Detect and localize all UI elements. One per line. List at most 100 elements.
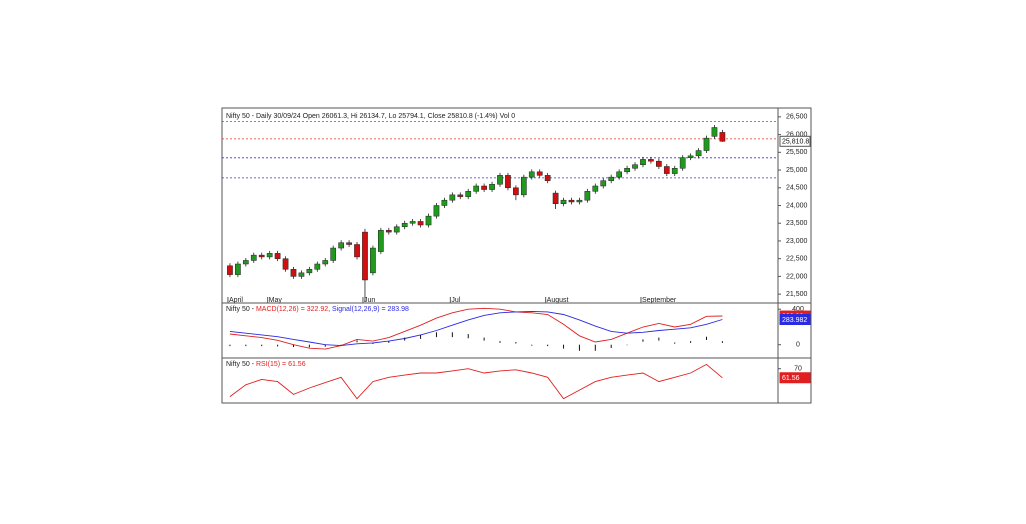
histogram-bar — [388, 341, 390, 343]
candle-body — [465, 191, 472, 197]
histogram-bar — [261, 344, 263, 347]
candle-body — [632, 164, 638, 169]
candle-body — [298, 272, 305, 277]
y-tick-label: 22,500 — [786, 256, 808, 263]
candle-body — [266, 253, 273, 258]
panel-title: Nifty 50 - RSI(15) = 61.56 — [226, 361, 306, 368]
candle — [505, 172, 511, 191]
candle — [513, 185, 519, 201]
x-tick-label: Jun — [364, 297, 375, 304]
candle — [235, 261, 241, 278]
candle — [592, 183, 599, 194]
x-tick-label: August — [547, 297, 569, 304]
candle — [362, 228, 368, 302]
candle — [473, 183, 480, 194]
candle — [687, 153, 694, 161]
candle — [322, 257, 329, 267]
candle-body — [362, 231, 368, 281]
candle — [679, 155, 686, 171]
candle — [441, 197, 448, 208]
candle — [608, 174, 615, 184]
candle-body — [393, 226, 400, 233]
candle — [616, 169, 622, 180]
candle-body — [385, 230, 392, 233]
candle-body — [274, 253, 281, 259]
candle-body — [235, 263, 241, 275]
candle — [298, 270, 305, 279]
y-tick-label: 70 — [794, 366, 802, 373]
legend-entry: Signal(12,26,9) = 283.98 — [332, 306, 409, 313]
candle — [274, 250, 281, 262]
candle — [536, 169, 543, 178]
candle-body — [576, 199, 583, 203]
candle-body — [528, 171, 535, 178]
y-tick-label: 24,500 — [786, 185, 808, 192]
candle-body — [711, 127, 718, 137]
candle-body — [481, 185, 487, 190]
candle-body — [695, 150, 702, 157]
value-marker-box — [779, 135, 811, 147]
histogram-bar — [356, 340, 358, 343]
histogram-bar — [435, 332, 437, 338]
candle-body — [608, 176, 615, 181]
candle-body — [401, 222, 408, 228]
value-marker-label: 283.982 — [782, 317, 807, 324]
candle — [711, 125, 718, 139]
candle-body — [513, 187, 519, 196]
histogram-bar — [578, 344, 580, 351]
candle-body — [656, 160, 662, 167]
x-tick-label: Jul — [451, 297, 460, 304]
candle — [632, 162, 638, 171]
candle-body — [258, 254, 265, 258]
chart-frame — [221, 107, 812, 404]
candle — [417, 218, 424, 228]
candle — [568, 197, 575, 205]
histogram-bar — [563, 344, 565, 349]
y-tick-label: 25,000 — [786, 167, 808, 174]
histogram-bar — [531, 344, 533, 346]
value-marker-box — [779, 314, 811, 326]
candle-body — [703, 137, 710, 151]
candle — [624, 165, 630, 175]
candle-body — [640, 159, 646, 165]
histogram-bar — [404, 337, 406, 341]
candle-body — [290, 269, 297, 277]
y-tick-label: 23,500 — [786, 220, 808, 227]
legend-entry: RSI(15) = 61.56 — [256, 361, 306, 368]
histogram-bar — [626, 344, 628, 346]
indicator-line — [229, 363, 723, 400]
value-marker-label: 25,810.8 — [782, 139, 809, 146]
candle — [258, 252, 265, 260]
candle — [544, 172, 551, 184]
legend-entry: MACD(12,26) = 322.92 — [256, 306, 328, 313]
histogram-bar — [277, 344, 279, 347]
histogram-bar — [594, 344, 596, 351]
candle-body — [663, 166, 670, 174]
candle-body — [520, 176, 527, 196]
y-tick-label: 24,000 — [786, 202, 808, 209]
histogram-bar — [515, 342, 517, 344]
candle — [314, 261, 321, 272]
y-tick-label: 0 — [796, 342, 800, 349]
candle — [640, 156, 646, 168]
x-tick-label: May — [269, 297, 283, 304]
candle-body — [687, 155, 694, 158]
candle-body — [648, 159, 654, 162]
histogram-bar — [308, 344, 310, 348]
candle — [250, 252, 257, 263]
candle-body — [425, 215, 432, 226]
histogram-bar — [690, 341, 692, 343]
candle — [242, 257, 249, 267]
candle — [433, 203, 440, 219]
candle — [489, 181, 495, 193]
histogram-bar — [610, 344, 612, 348]
candle-body — [449, 194, 456, 201]
candle-body — [433, 205, 440, 217]
candle-body — [584, 191, 591, 201]
candle — [227, 263, 233, 278]
candle-body — [457, 194, 464, 197]
panel-title: Nifty 50 - MACD(12,26) = 322.92, Signal(… — [226, 306, 409, 313]
candle-body — [568, 199, 575, 203]
y-tick-label: 25,500 — [786, 149, 808, 156]
candle-body — [679, 157, 686, 169]
